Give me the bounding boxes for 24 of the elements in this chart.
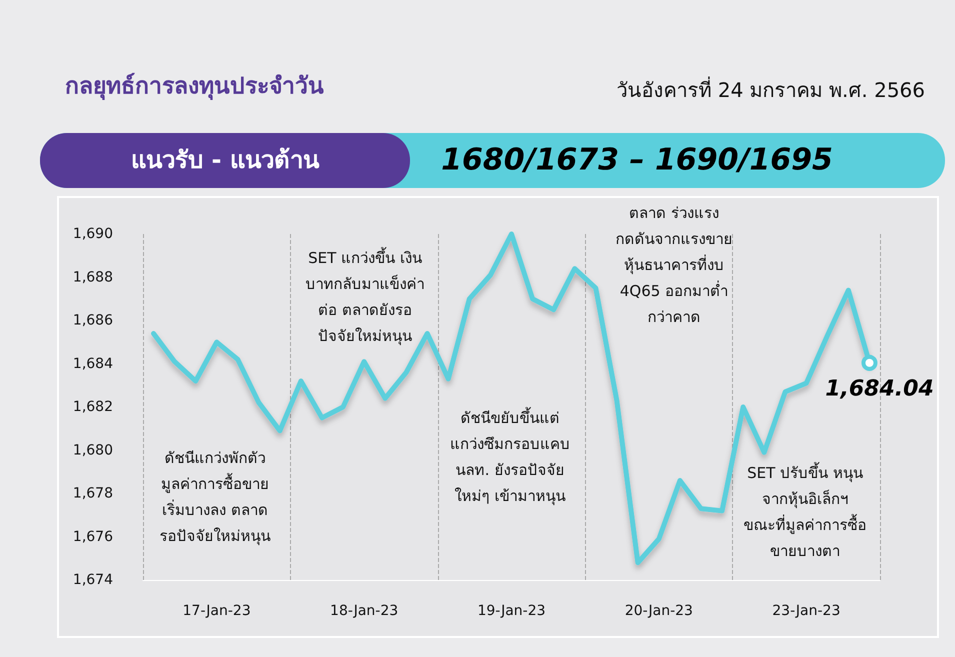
y-tick-label: 1,674 [72,572,114,588]
annotation: ดัชนีขยับขึ้นแต่ แกว่งซึมกรอบแคบ นลท. ยังรอปัจจัย ใหม่ๆ เข้ามาหนุน [450,407,570,506]
y-tick-label: 1,682 [72,399,113,415]
chart-subtitle: วันอังคารที่ 24 มกราคม พ.ศ. 2566 [616,76,926,102]
x-tick-label: 23-Jan-23 [772,603,840,619]
x-tick-label: 18-Jan-23 [330,603,398,619]
x-tick-label: 17-Jan-23 [182,603,251,619]
text: 1680/1673 – 1690/1695 [441,142,833,178]
x-tick-label: 20-Jan-23 [624,603,693,619]
y-tick-label: 1,676 [72,528,114,545]
text: แนวรับ - แนวต้าน [131,146,320,174]
y-tick-label: 1,678 [72,486,113,502]
y-tick-label: 1,690 [72,226,113,242]
chart-title: กลยุทธ์การลงทุนประจำวัน [65,72,324,100]
annotation: ตลาด ร่วงแรง กดดันจากแรงขาย หุ้นธนาคารที่งบ 4Q65 ออกมาต่ำ กว่าคาด [616,204,732,326]
data-label: 1,684.04 [825,376,934,402]
y-tick-label: 1,680 [72,442,113,458]
y-tick-label: 1,684 [72,356,114,372]
x-tick-label: 19-Jan-23 [477,603,546,619]
y-tick-label: 1,686 [72,312,114,328]
annotation: SET แกว่งขึ้น เงิน บาทกลับมาแข็งค่า ต่อ ตลาดยังรอ ปัจจัยใหม่หนุน [306,247,424,346]
annotation: ดัชนีแกว่งพักตัว มูลค่าการซื้อขาย เริ่มบางลง ตลาด รอปัจจัยใหม่หนุน [160,449,270,546]
annotation: SET ปรับขึ้น หนุน จากหุ้นอิเล็กฯ ขณะที่มูลค่าการซื้อ ขายบางตา [744,462,866,560]
y-tick-label: 1,688 [72,269,113,286]
